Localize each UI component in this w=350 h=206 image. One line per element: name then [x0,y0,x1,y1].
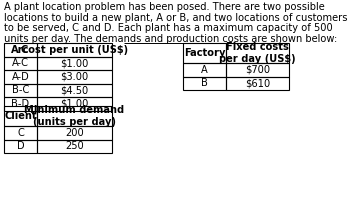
Bar [37,83,112,97]
Text: $3.00: $3.00 [60,72,89,82]
Text: $1.00: $1.00 [60,58,89,68]
Text: Arc: Arc [11,45,30,55]
Text: C: C [17,128,24,138]
Text: Client: Client [4,111,37,121]
Bar [37,97,112,110]
Text: $610: $610 [245,78,270,88]
Text: B-C: B-C [12,85,29,95]
Text: 200: 200 [65,128,84,138]
Text: to be served, C and D. Each plant has a maximum capacity of 500: to be served, C and D. Each plant has a … [4,23,333,33]
Bar [226,63,289,76]
Text: $700: $700 [245,65,270,75]
Bar [183,76,226,90]
Bar [37,126,112,139]
Bar [37,43,112,56]
Text: Fixed costs
per day (US$): Fixed costs per day (US$) [219,42,296,64]
Text: locations to build a new plant, A or B, and two locations of customers: locations to build a new plant, A or B, … [4,13,348,22]
Bar [4,56,37,70]
Bar [4,97,37,110]
Bar [4,106,37,126]
Text: $1.00: $1.00 [60,99,89,109]
Text: A-D: A-D [12,72,29,82]
Text: $4.50: $4.50 [60,85,89,95]
Bar [37,56,112,70]
Text: Minimum demand
(units per day): Minimum demand (units per day) [25,105,125,127]
Text: B-D: B-D [12,99,29,109]
Bar [4,70,37,83]
Bar [4,83,37,97]
Bar [4,139,37,153]
Text: 250: 250 [65,141,84,151]
Bar [183,63,226,76]
Text: B: B [201,78,208,88]
Text: Cost per unit (US$): Cost per unit (US$) [21,45,128,55]
Text: units per day. The demands and production costs are shown below:: units per day. The demands and productio… [4,34,337,43]
Bar [183,43,226,63]
Bar [226,76,289,90]
Bar [37,139,112,153]
Text: A: A [201,65,208,75]
Bar [226,43,289,63]
Bar [37,70,112,83]
Text: A plant location problem has been posed. There are two possible: A plant location problem has been posed.… [4,2,325,12]
Text: A-C: A-C [12,58,29,68]
Bar [4,126,37,139]
Text: Factory: Factory [184,48,225,58]
Text: D: D [17,141,24,151]
Bar [4,43,37,56]
Bar [37,106,112,126]
